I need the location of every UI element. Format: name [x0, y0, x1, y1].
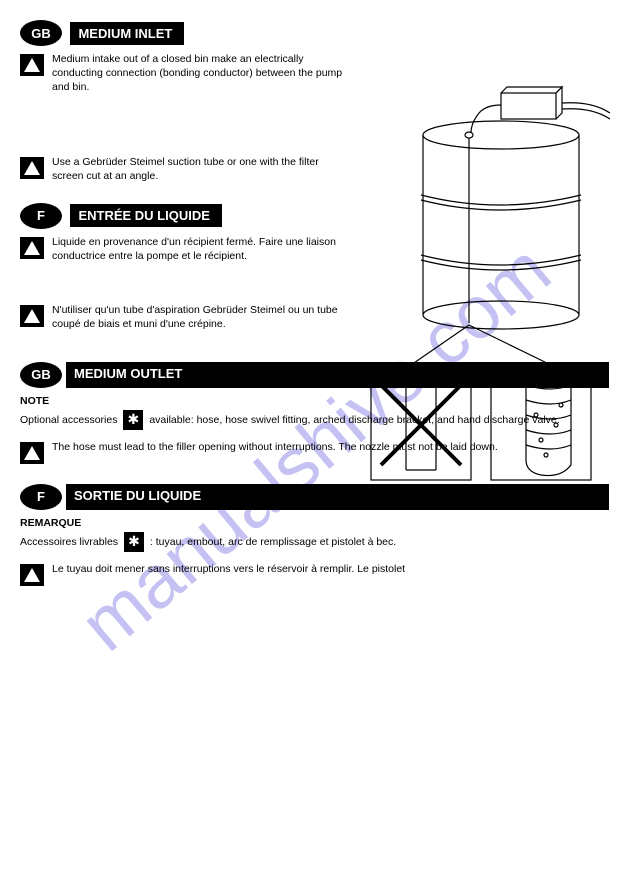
section-medium-inlet-gb: GB MEDIUM INLET Medium intake out of a c… [20, 20, 350, 183]
warning-icon [20, 564, 44, 586]
section-title: ENTRÉE DU LIQUIDE [70, 204, 221, 227]
warning-text: Medium intake out of a closed bin make a… [52, 52, 350, 95]
lang-badge-gb: GB [20, 20, 62, 46]
warning-text: Le tuyau doit mener sans interruptions v… [52, 562, 609, 586]
warning-icon [20, 54, 44, 76]
warning-icon [20, 237, 44, 259]
section-entree-liquide-f: F ENTRÉE DU LIQUIDE Liquide en provenanc… [20, 203, 350, 332]
star-icon [123, 410, 143, 430]
note-text-before: Optional accessories [20, 414, 117, 426]
note-label: NOTE [20, 394, 609, 408]
warning-text: N'utiliser qu'un tube d'aspiration Gebrü… [52, 303, 350, 331]
section-sortie-liquide-f: F SORTIE DU LIQUIDE REMARQUE Accessoires… [20, 484, 609, 586]
lang-badge-f: F [20, 484, 62, 510]
note-block: REMARQUE Accessoires livrables : tuyau, … [20, 516, 609, 552]
star-icon [124, 532, 144, 552]
section-medium-outlet-gb: GB MEDIUM OUTLET NOTE Optional accessori… [20, 362, 609, 464]
warning-text: Use a Gebrüder Steimel suction tube or o… [52, 155, 350, 183]
warning-text: Liquide en provenance d'un récipient fer… [52, 235, 350, 263]
warning-icon [20, 305, 44, 327]
note-text-before: Accessoires livrables [20, 536, 118, 548]
note-block: NOTE Optional accessories available: hos… [20, 394, 609, 430]
warning-icon [20, 157, 44, 179]
note-text-after: : tuyau, embout, arc de remplissage et p… [150, 536, 396, 548]
page-content: GB MEDIUM INLET Medium intake out of a c… [0, 0, 629, 620]
section-title: SORTIE DU LIQUIDE [66, 484, 609, 510]
warning-text: The hose must lead to the filler opening… [52, 440, 609, 464]
warning-icon [20, 442, 44, 464]
section-title: MEDIUM OUTLET [66, 362, 609, 388]
note-label: REMARQUE [20, 516, 609, 530]
lang-badge-f: F [20, 203, 62, 229]
lang-badge-gb: GB [20, 362, 62, 388]
note-text-after: available: hose, hose swivel fitting, ar… [149, 414, 559, 426]
section-title: MEDIUM INLET [70, 22, 184, 45]
